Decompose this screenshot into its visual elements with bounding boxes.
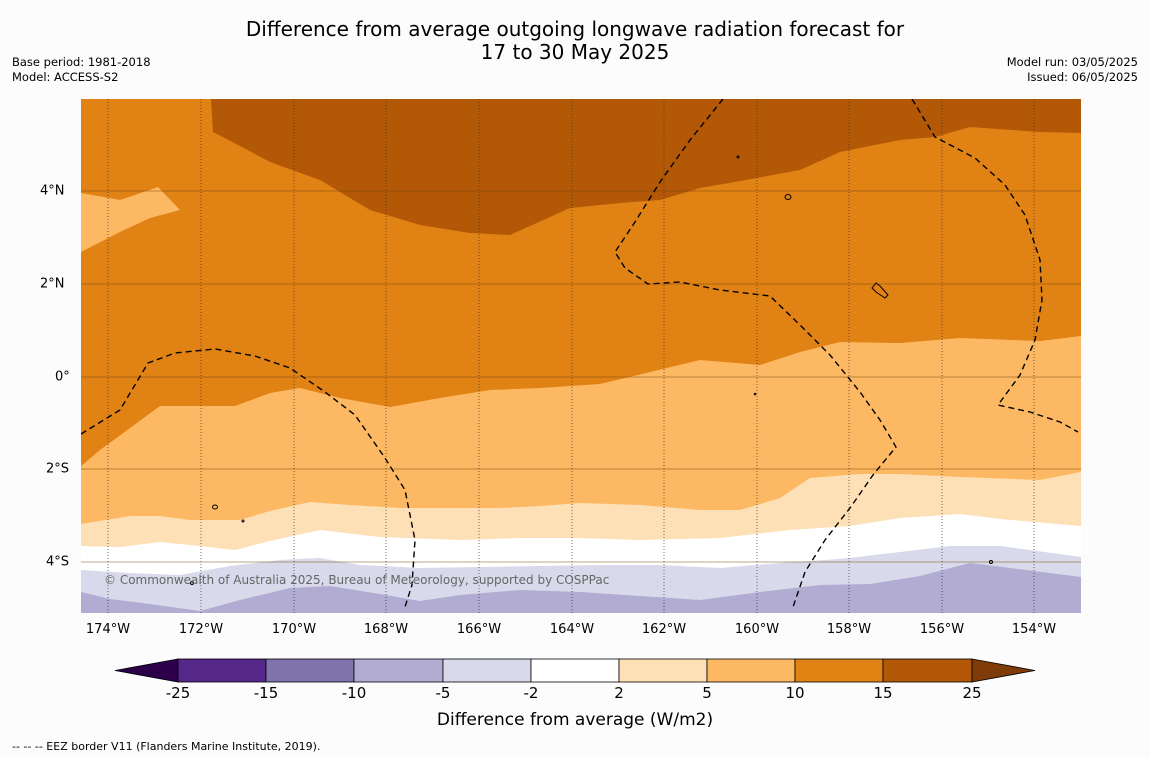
lat-label-2s: 2°S <box>46 461 70 477</box>
lat-label-0: 0° <box>55 369 70 385</box>
lon-label-154w: 154°W <box>1011 622 1057 637</box>
lat-label-2n: 2°N <box>40 276 65 292</box>
lon-label-174w: 174°W <box>85 622 131 637</box>
title-line-1: Difference from average outgoing longwav… <box>245 17 905 41</box>
colorbar-tick-neg10: -10 <box>341 684 367 702</box>
base-period-text: Base period: 1981-2018 <box>12 55 151 69</box>
colorbar-tick-25: 25 <box>962 684 982 702</box>
colorbar-label: Difference from average (W/m2) <box>436 710 714 730</box>
colorbar-swatch-neg15-neg10 <box>265 658 355 683</box>
lon-label-156w: 156°W <box>919 622 965 637</box>
model-text: Model: ACCESS-S2 <box>12 70 119 84</box>
meta-right: Model run: 03/05/2025 Issued: 06/05/2025 <box>1007 55 1138 85</box>
colorbar-swatch-15-25 <box>882 658 973 683</box>
map-plot-area: © Commonwealth of Australia 2025, Bureau… <box>81 99 1081 613</box>
colorbar-tick-2: 2 <box>614 684 624 702</box>
colorbar-tick-10: 10 <box>785 684 805 702</box>
eez-borders <box>81 99 1079 611</box>
colorbar-swatch-neg25-neg15 <box>177 658 267 683</box>
lon-label-160w: 160°W <box>734 622 780 637</box>
colorbar-tick-neg15: -15 <box>253 684 279 702</box>
lon-label-168w: 168°W <box>363 622 409 637</box>
colorbar-extend-high <box>971 658 1036 683</box>
colorbar-swatch-neg5-neg2 <box>442 658 532 683</box>
copyright-text: © Commonwealth of Australia 2025, Bureau… <box>104 573 609 587</box>
issued-text: Issued: 06/05/2025 <box>1027 70 1138 84</box>
colorbar-swatch-neg2-2 <box>530 658 620 683</box>
band-5-10-northwest <box>81 187 180 252</box>
lon-label-162w: 162°W <box>641 622 687 637</box>
eez-legend-text: -- -- -- EEZ border V11 (Flanders Marine… <box>12 740 321 753</box>
lon-label-164w: 164°W <box>549 622 595 637</box>
lon-label-158w: 158°W <box>826 622 872 637</box>
colorbar <box>114 658 1036 683</box>
colorbar-tick-5: 5 <box>702 684 712 702</box>
colorbar-tick-15: 15 <box>873 684 893 702</box>
colorbar-swatch-5-10 <box>706 658 796 683</box>
latitude-gridlines <box>81 190 1081 563</box>
islands <box>190 155 993 585</box>
colorbar-tick-neg25: -25 <box>165 684 191 702</box>
colorbar-swatch-neg10-neg5 <box>353 658 444 683</box>
meta-left: Base period: 1981-2018 Model: ACCESS-S2 <box>12 55 151 85</box>
colorbar-swatch-2-5 <box>618 658 708 683</box>
lon-label-170w: 170°W <box>271 622 317 637</box>
colorbar-tick-neg5: -5 <box>435 684 451 702</box>
colorbar-swatch-10-15 <box>794 658 884 683</box>
title-line-2: 17 to 30 May 2025 <box>480 40 670 64</box>
colorbar-extend-low <box>114 658 179 683</box>
band-neg10-neg5 <box>81 563 1081 613</box>
band-15-25 <box>211 99 1081 235</box>
lat-label-4s: 4°S <box>46 554 70 570</box>
chart-title: Difference from average outgoing longwav… <box>0 18 1150 64</box>
model-run-text: Model run: 03/05/2025 <box>1006 55 1138 69</box>
lon-label-172w: 172°W <box>178 622 224 637</box>
lat-label-4n: 4°N <box>40 183 65 199</box>
colorbar-tick-neg2: -2 <box>523 684 539 702</box>
lon-label-166w: 166°W <box>456 622 502 637</box>
